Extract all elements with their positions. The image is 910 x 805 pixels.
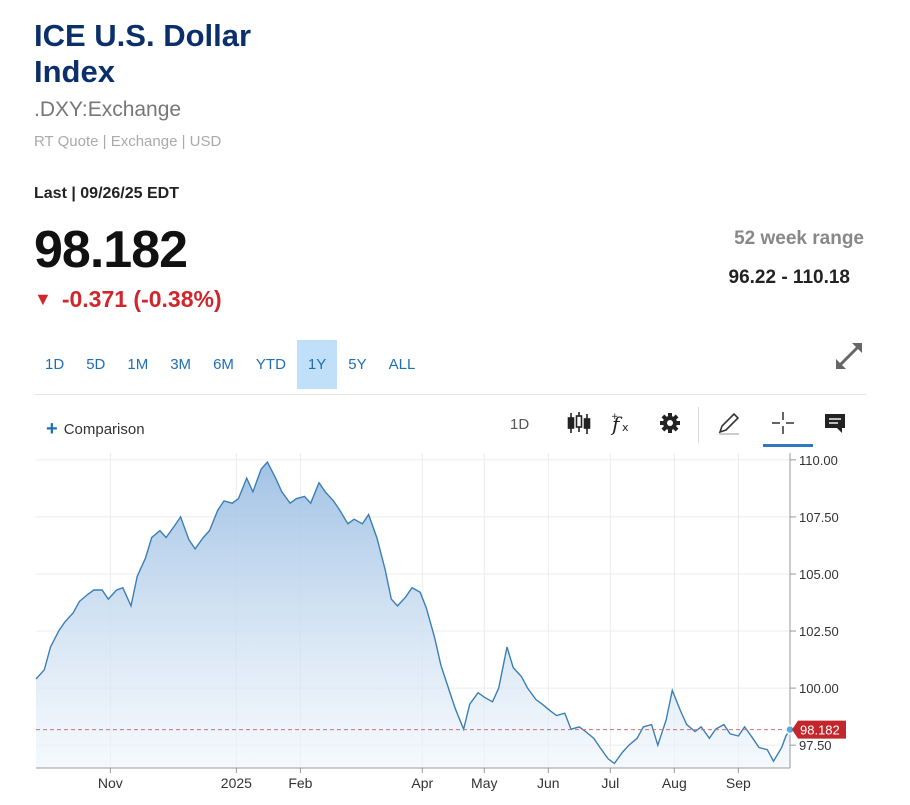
x-tick-label-6: Jul <box>601 775 619 791</box>
price-line <box>35 460 791 765</box>
comparison-label: Comparison <box>63 421 145 438</box>
comment-icon[interactable] <box>822 410 848 436</box>
active-tool-indicator <box>763 444 813 447</box>
y-axis: 110.00 107.50 105.00 102.50 100.00 97.50 <box>789 453 839 768</box>
x-tick-label-0: Nov <box>98 775 123 791</box>
interval-button[interactable]: 1D <box>510 416 530 433</box>
down-triangle-icon: ▼ <box>34 289 52 309</box>
tab-1y[interactable]: 1Y <box>296 340 338 389</box>
x-tick-label-1: 2025 <box>221 775 252 791</box>
x-tick-label-4: May <box>471 775 497 791</box>
x-tick-label-7: Aug <box>662 775 687 791</box>
x-tick-label-8: Sep <box>726 775 751 791</box>
x-tick-label-3: Apr <box>411 775 433 791</box>
toolbar-divider-line <box>34 394 866 395</box>
comparison-button[interactable]: + Comparison <box>46 418 145 441</box>
y-tick-label-1: 107.50 <box>799 510 839 525</box>
candlestick-icon[interactable] <box>566 410 592 436</box>
last-price: 98.182 <box>34 221 188 279</box>
x-tick-label-5: Jun <box>537 775 560 791</box>
price-change: -0.371 (-0.38%) <box>61 286 222 312</box>
svg-text:x: x <box>622 421 629 434</box>
crosshair-icon[interactable] <box>770 410 796 436</box>
price-change-row: ▼ -0.371 (-0.38%) <box>34 286 222 313</box>
tab-5y[interactable]: 5Y <box>348 356 367 373</box>
plus-icon: + <box>46 418 58 440</box>
last-price-tag: 98.182 <box>785 720 846 739</box>
tab-3m[interactable]: 3M <box>170 356 192 373</box>
y-tick-label-5: 97.50 <box>799 738 832 753</box>
quote-meta: RT Quote | Exchange | USD <box>34 133 222 150</box>
tab-5d[interactable]: 5D <box>86 356 106 373</box>
tab-all[interactable]: ALL <box>388 356 416 373</box>
toolbar-separator <box>698 407 699 443</box>
tab-ytd[interactable]: YTD <box>255 356 286 373</box>
last-price-tag-bg <box>792 720 846 739</box>
tab-1d[interactable]: 1D <box>45 356 65 373</box>
price-chart[interactable]: 110.00 107.50 105.00 102.50 100.00 97.50 Nov 2… <box>0 445 910 805</box>
svg-text:+: + <box>611 412 619 422</box>
tab-6m[interactable]: 6M <box>213 356 234 373</box>
tab-1m[interactable]: 1M <box>127 356 149 373</box>
last-price-tag-text: 98.182 <box>800 723 840 738</box>
function-icon[interactable]: f x + <box>610 410 636 436</box>
expand-icon[interactable] <box>832 339 866 373</box>
range-value: 96.22 - 110.18 <box>728 267 851 288</box>
last-updated-label: Last | 09/26/25 EDT <box>34 185 179 202</box>
x-tick-label-2: Feb <box>288 775 312 791</box>
y-tick-label-3: 102.50 <box>799 624 839 639</box>
timeframe-tabs: 1D 5D 1M 3M 6M YTD 1Y 5Y ALL <box>34 340 426 389</box>
x-axis: Nov 2025 Feb Apr May Jun Jul Aug Sep <box>36 767 790 791</box>
symbol-label: .DXY:Exchange <box>34 98 182 121</box>
price-area <box>36 462 790 768</box>
y-tick-label-2: 105.00 <box>799 567 839 582</box>
y-tick-label-0: 110.00 <box>799 453 838 468</box>
range-label: 52 week range <box>734 228 864 249</box>
instrument-title: ICE U.S. Dollar Index <box>34 18 252 89</box>
gear-icon[interactable] <box>657 410 683 436</box>
pencil-icon[interactable] <box>716 410 742 436</box>
y-tick-label-4: 100.00 <box>799 681 839 696</box>
